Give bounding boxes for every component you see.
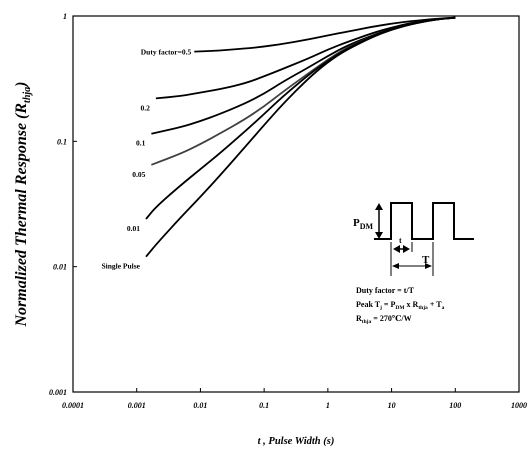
pdm-arrow-up bbox=[375, 203, 383, 210]
series-label-4: 0.01 bbox=[127, 224, 140, 233]
T-arrow-left bbox=[392, 263, 399, 269]
series-label-5: Single Pulse bbox=[101, 262, 140, 271]
curve-labels: Duty factor=0.5 0.2 0.1 0.05 0.01 Single Puls… bbox=[101, 48, 191, 271]
series-line-2 bbox=[151, 16, 456, 135]
y-axis-title: Normalized Thermal Response (Rthja) bbox=[13, 81, 33, 327]
peak-tj-formula: Peak Tj = PDM x Rthja + Ta bbox=[356, 300, 445, 311]
series-line-0 bbox=[194, 16, 456, 53]
pdm-label: PDM bbox=[353, 217, 374, 231]
series-line-4 bbox=[145, 16, 456, 220]
series-line-1 bbox=[155, 16, 456, 100]
rthja-value: Rthja = 270℃/W bbox=[356, 314, 412, 325]
series-label-1: 0.2 bbox=[141, 103, 151, 112]
pulse-waveform bbox=[374, 202, 474, 240]
pdm-arrow-down bbox=[375, 232, 383, 239]
x-tick-label: 100 bbox=[449, 401, 461, 410]
x-axis-title: t , Pulse Width (s) bbox=[258, 436, 335, 447]
T-arrow-right bbox=[425, 263, 432, 269]
x-tick-label: 0.001 bbox=[128, 401, 146, 410]
x-tick-label: 1 bbox=[326, 401, 330, 410]
x-tick-label: 0.01 bbox=[193, 401, 207, 410]
x-tick-label: 0.1 bbox=[259, 401, 269, 410]
series-label-3: 0.05 bbox=[132, 170, 145, 179]
duty-factor-formula: Duty factor = t/T bbox=[356, 286, 415, 295]
x-tick-label: 0.0001 bbox=[62, 401, 84, 410]
y-tick-label: 0.1 bbox=[57, 137, 67, 146]
t-label: t bbox=[399, 236, 402, 245]
T-label: T bbox=[422, 254, 430, 266]
y-tick-label: 0.01 bbox=[53, 263, 67, 272]
t-arrow-right bbox=[403, 245, 410, 253]
y-tick-label: 0.001 bbox=[49, 388, 67, 397]
series-line-5 bbox=[145, 16, 456, 258]
series-label-0: Duty factor=0.5 bbox=[141, 48, 192, 57]
axis-ticks: 0.0001 0.001 0.01 0.1 1 10 100 1000 0.001 0.01 0.1… bbox=[49, 12, 527, 410]
t-arrow-left bbox=[393, 245, 400, 253]
plot-frame bbox=[72, 15, 520, 393]
series-label-2: 0.1 bbox=[136, 139, 146, 148]
pulse-diagram: PDM t T Duty factor = t/T Peak Tj = PDM … bbox=[353, 202, 474, 325]
series-layer bbox=[145, 16, 456, 258]
x-tick-label: 10 bbox=[388, 401, 396, 410]
x-tick-label: 1000 bbox=[511, 401, 527, 410]
y-tick-label: 1 bbox=[63, 12, 67, 21]
